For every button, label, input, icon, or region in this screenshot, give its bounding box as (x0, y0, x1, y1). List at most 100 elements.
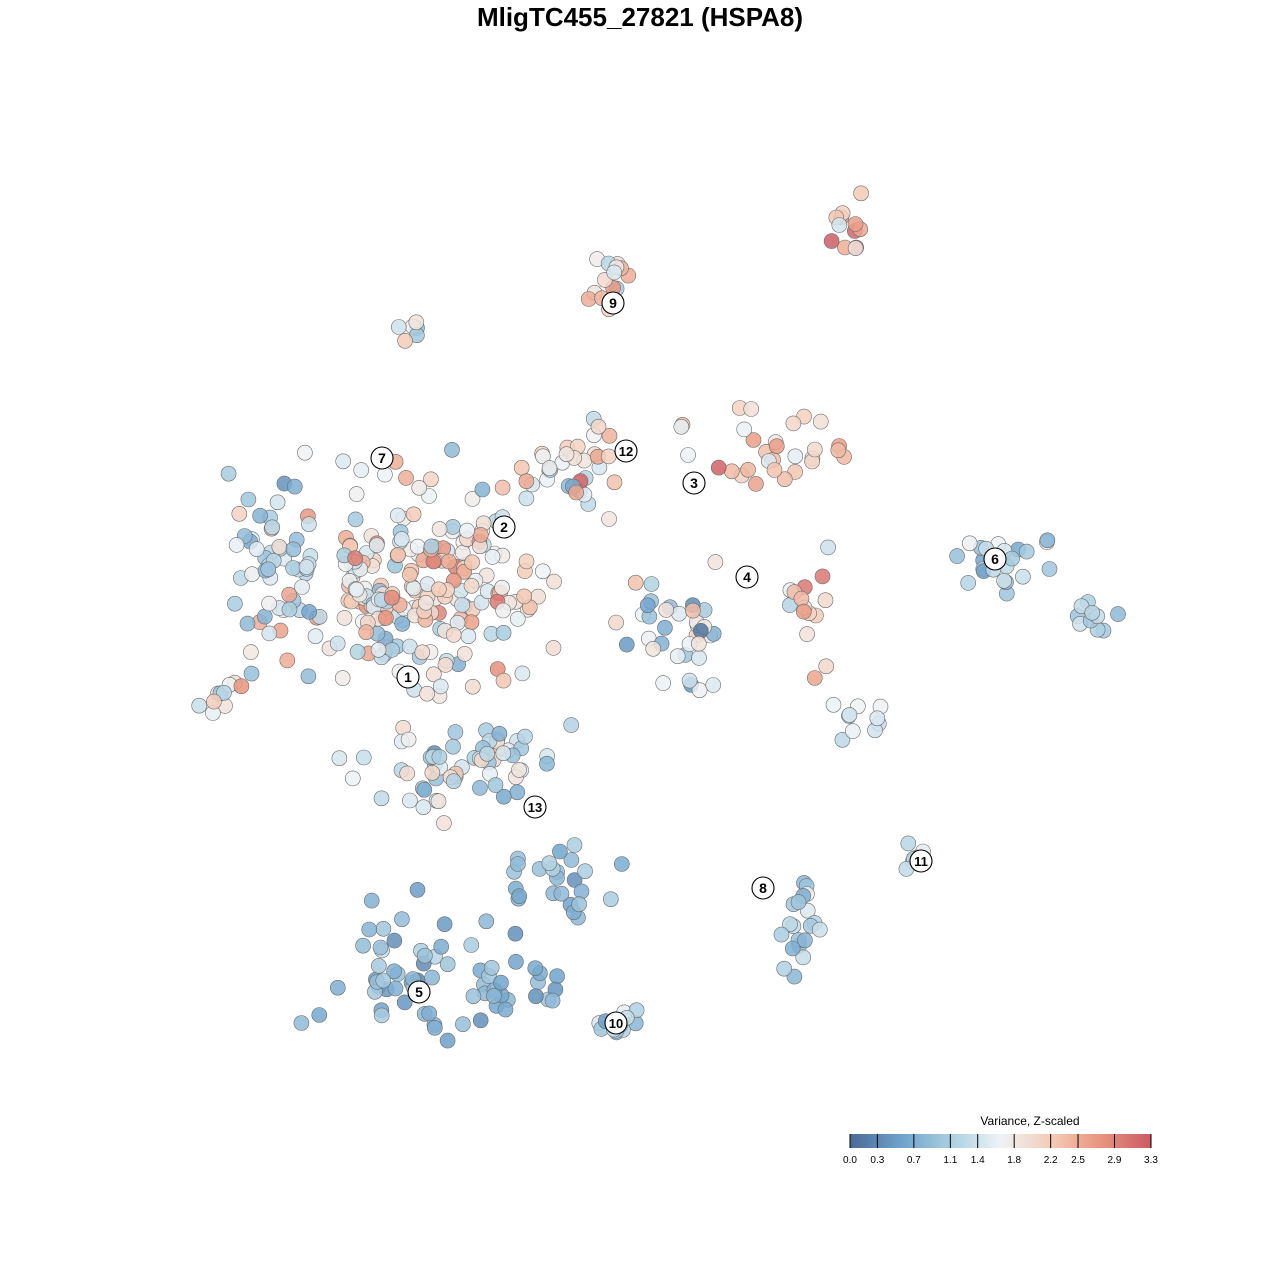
data-point (748, 476, 764, 492)
data-point (1018, 543, 1035, 560)
data-point (568, 484, 585, 501)
data-point (294, 579, 310, 595)
data-point (820, 539, 836, 556)
cluster-marker (751, 876, 775, 900)
data-point (231, 505, 248, 522)
data-point (1084, 604, 1100, 621)
data-point (566, 872, 583, 888)
data-point (301, 604, 318, 620)
data-point (297, 444, 313, 461)
cluster-label-text: 1 (404, 669, 412, 685)
data-point (286, 478, 303, 495)
data-point (271, 539, 288, 555)
cluster-marker (601, 291, 625, 315)
data-point (436, 815, 452, 831)
data-point (459, 522, 475, 539)
legend-tick-label: 2.9 (1108, 1155, 1122, 1166)
data-point (377, 466, 393, 483)
data-point (464, 491, 481, 507)
data-point (869, 710, 886, 727)
data-point (329, 635, 346, 652)
data-point (227, 595, 243, 612)
data-point (264, 519, 281, 536)
data-point (311, 1007, 328, 1023)
data-point (419, 685, 435, 702)
legend-tick-label: 2.2 (1044, 1155, 1058, 1166)
data-point (424, 969, 440, 986)
cluster-label-11: 11 (909, 849, 933, 873)
cluster-label-text: 7 (378, 450, 386, 466)
legend-tick-label: 3.3 (1144, 1155, 1158, 1166)
cluster-marker (614, 439, 638, 463)
data-point (573, 883, 590, 900)
data-point (285, 560, 301, 576)
data-point (206, 693, 222, 710)
data-point (307, 628, 324, 645)
data-point (386, 932, 403, 949)
data-point (445, 519, 461, 535)
data-point (465, 988, 482, 1005)
legend-tick-label: 1.4 (971, 1155, 985, 1166)
data-point (454, 597, 470, 613)
data-point (847, 240, 864, 256)
data-point (456, 646, 473, 662)
data-point (685, 602, 701, 619)
data-point (495, 602, 511, 619)
data-point (553, 885, 570, 902)
data-point (817, 592, 834, 609)
data-point (1041, 561, 1058, 577)
legend-colorbar (850, 1134, 1151, 1148)
data-point (464, 678, 481, 695)
data-point (432, 678, 449, 695)
cluster-label-text: 12 (619, 444, 633, 459)
data-point (398, 470, 414, 486)
data-point (571, 896, 587, 913)
data-point (463, 577, 480, 594)
data-point (831, 217, 848, 233)
data-point (348, 486, 365, 502)
data-point (252, 507, 268, 524)
data-point (355, 749, 372, 766)
data-point (483, 959, 500, 976)
data-point (243, 644, 259, 660)
data-point (409, 881, 426, 898)
data-point (776, 960, 793, 977)
legend-tick-label: 1.1 (943, 1155, 957, 1166)
data-point (394, 911, 410, 928)
data-point (740, 461, 756, 478)
data-point (494, 579, 510, 596)
data-point (431, 749, 448, 765)
cluster-marker (370, 446, 394, 470)
data-point (507, 925, 524, 942)
data-point (655, 675, 672, 691)
data-point (436, 916, 453, 933)
legend-tick-label: 2.5 (1071, 1155, 1085, 1166)
cluster-marker (682, 471, 706, 495)
data-point (539, 755, 555, 772)
cluster-marker (396, 665, 420, 689)
data-point (301, 516, 317, 533)
data-point (331, 750, 348, 767)
data-point (643, 576, 660, 592)
data-point (509, 784, 526, 801)
data-point (541, 460, 558, 476)
data-point (445, 773, 462, 790)
data-point (425, 666, 442, 683)
data-point (375, 920, 392, 937)
data-point (776, 471, 793, 488)
points-layer (191, 185, 1126, 1049)
data-point (405, 506, 422, 523)
data-point (191, 697, 207, 714)
data-point (368, 537, 385, 554)
data-point (723, 463, 740, 480)
data-point (472, 780, 488, 796)
data-point (546, 573, 562, 590)
data-point (373, 790, 390, 807)
data-point (243, 665, 260, 682)
data-point (347, 511, 364, 528)
data-point (363, 892, 380, 909)
data-point (690, 635, 707, 652)
legend-tick-label: 0.0 (843, 1155, 857, 1166)
data-point (300, 668, 317, 685)
data-point (298, 559, 315, 575)
